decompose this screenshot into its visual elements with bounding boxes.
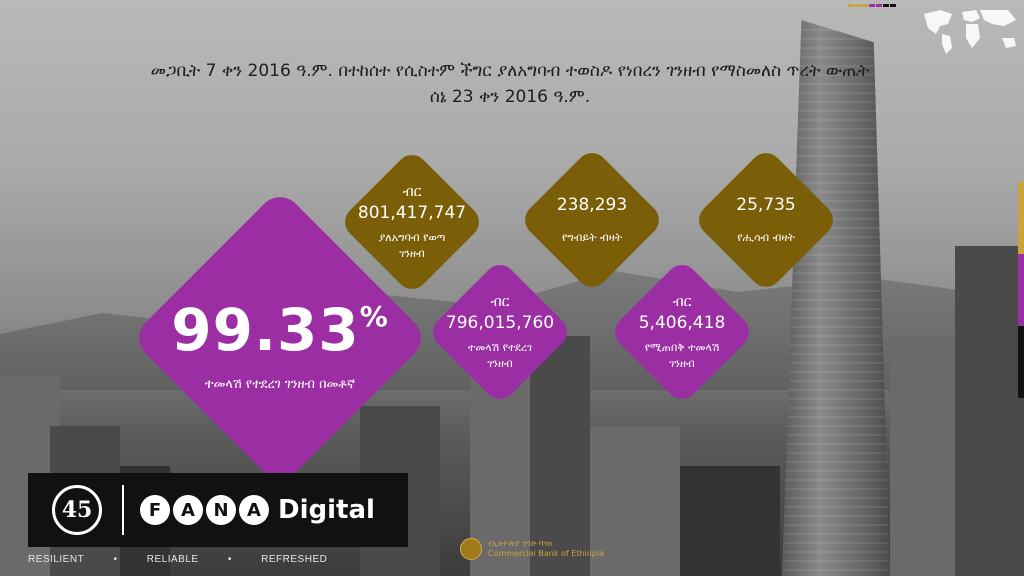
remaining-currency: ብር [672, 294, 692, 310]
bank-name-amharic: የኢትዮጵያ ንግድ ባንክ [488, 539, 553, 548]
withdrawn-caption-2: ገንዘብ [399, 247, 425, 260]
returned-caption-1: ተመላሽ የተደረገ [467, 341, 533, 354]
tagline-word: REFRESHED [261, 554, 328, 565]
background-building [470, 366, 530, 576]
stat-withdrawn-card: ብር 801,417,747 ያለአግባብ የወጣ ገንዘብ [338, 148, 486, 296]
brand-digital-text: Digital [278, 495, 375, 525]
accounts-value: 25,735 [736, 195, 796, 215]
brand-tagline: RESILIENT • RELIABLE • REFRESHED [28, 554, 353, 565]
brand-letter: F [140, 495, 170, 525]
background-tower-lines [782, 20, 890, 576]
withdrawn-currency: ብር [402, 184, 422, 200]
brand-letter: A [173, 495, 203, 525]
background-building [530, 336, 590, 576]
accounts-caption: የሒሳብ ብዛት [737, 231, 795, 244]
tagline-bullet: • [227, 554, 232, 565]
background-building [680, 466, 780, 576]
stat-returned-card: ብር 796,015,760 ተመላሽ የተደረገ ገንዘብ [426, 258, 574, 406]
stat-accounts-card: 25,735 የሒሳብ ብዛት [692, 146, 840, 294]
tagline-word: RELIABLE [146, 554, 199, 565]
percentage-caption: ተመላሽ የተደረገ ገንዘብ በመቶኛ [204, 377, 356, 392]
transactions-caption: የግብይት ብዛት [561, 231, 623, 244]
background-building [955, 246, 1024, 576]
returned-currency: ብር [490, 294, 510, 310]
fana-logo-icon: 45 [52, 485, 102, 535]
world-map-icon [924, 10, 1016, 54]
color-swatches [848, 4, 896, 7]
bank-name-english: Commercial Bank of Ethiopia [488, 549, 604, 558]
tagline-word: RESILIENT [28, 554, 85, 565]
remaining-caption-2: ገንዘብ [669, 357, 695, 370]
percentage-unit: % [359, 300, 389, 333]
edge-accent-gold [1018, 182, 1024, 254]
stat-remaining-card: ብር 5,406,418 የሚጠበቅ ተመላሽ ገንዘብ [608, 258, 756, 406]
returned-caption-2: ገንዘብ [487, 357, 513, 370]
withdrawn-caption-1: ያለአግባብ የወጣ [378, 231, 446, 244]
fana-logo-text: 45 [61, 497, 93, 523]
brand-letter: A [239, 495, 269, 525]
page-title: መጋቢት 7 ቀን 2016 ዓ.ም. በተከሰተ የሲስተም ችግር ያለአግ… [100, 58, 920, 110]
percentage-value: 99.33 [171, 296, 360, 364]
title-line-2: ሰኔ 23 ቀን 2016 ዓ.ም. [429, 87, 591, 107]
withdrawn-value: 801,417,747 [357, 203, 467, 223]
edge-accent-purple [1018, 254, 1024, 326]
brand-letter: N [206, 495, 236, 525]
stat-percentage-card: 99.33% ተመላሽ የተደረገ ገንዘብ በመቶኛ [130, 188, 430, 488]
background-tower [782, 20, 890, 576]
bank-logo: የኢትዮጵያ ንግድ ባንክ Commercial Bank of Ethiop… [460, 538, 604, 560]
transactions-value: 238,293 [556, 195, 628, 215]
remaining-caption-1: የሚጠበቅ ተመላሽ [644, 341, 720, 354]
background-building [590, 426, 680, 576]
tagline-bullet: • [113, 554, 118, 565]
stat-transactions-card: 238,293 የግብይት ብዛት [518, 146, 666, 294]
title-line-1: መጋቢት 7 ቀን 2016 ዓ.ም. በተከሰተ የሲስተም ችግር ያለአግ… [150, 61, 870, 81]
edge-accent-black [1018, 326, 1024, 398]
background-building [890, 336, 960, 576]
remaining-value: 5,406,418 [638, 313, 726, 333]
bank-seal-icon [460, 538, 482, 560]
fana-digital-logo: 45 F A N A Digital [28, 473, 408, 547]
brand-divider [122, 485, 124, 535]
returned-value: 796,015,760 [445, 313, 555, 333]
